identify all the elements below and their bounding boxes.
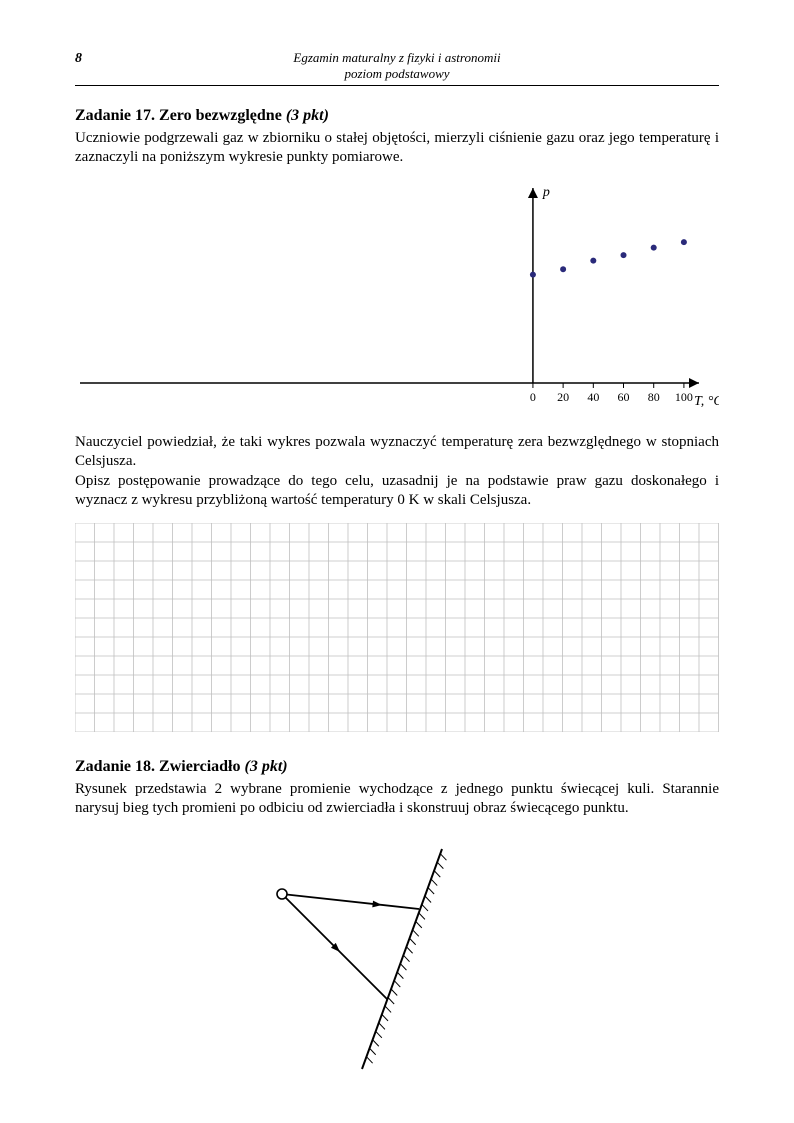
svg-text:40: 40 [587, 390, 599, 404]
task18-title: Zadanie 18. Zwierciadło [75, 758, 245, 775]
task18-points: (3 pkt) [245, 758, 288, 775]
task17-answer-grid [75, 523, 719, 732]
svg-text:80: 80 [648, 390, 660, 404]
scatter-chart: 0 20 40 60 80 100 p T, °C [75, 178, 719, 418]
header-line1: Egzamin maturalny z fizyki i astronomii [293, 50, 500, 65]
svg-text:0: 0 [530, 390, 536, 404]
answer-grid [75, 523, 719, 732]
task17-mid2: Opisz postępowanie prowadzące do tego ce… [75, 472, 719, 511]
svg-text:p: p [542, 185, 550, 200]
header-title: Egzamin maturalny z fizyki i astronomii … [105, 50, 689, 81]
task17-title: Zadanie 17. Zero bezwzględne [75, 107, 286, 124]
mirror-diagram [222, 839, 572, 1079]
task17-heading: Zadanie 17. Zero bezwzględne (3 pkt) [75, 106, 719, 127]
task18-text: Rysunek przedstawia 2 wybrane promienie … [75, 780, 719, 819]
page-number: 8 [75, 50, 105, 68]
task17-points: (3 pkt) [286, 107, 329, 124]
header-line2: poziom podstawowy [344, 66, 449, 81]
task17-intro: Uczniowie podgrzewali gaz w zbiorniku o … [75, 129, 719, 168]
svg-text:T, °C: T, °C [694, 394, 719, 409]
svg-text:100: 100 [675, 390, 693, 404]
task18-heading: Zadanie 18. Zwierciadło (3 pkt) [75, 757, 719, 778]
svg-text:60: 60 [618, 390, 630, 404]
task18-diagram [75, 839, 719, 1079]
page-header: 8 Egzamin maturalny z fizyki i astronomi… [75, 50, 719, 86]
task17-chart: 0 20 40 60 80 100 p T, °C [75, 178, 719, 418]
task17-mid1: Nauczyciel powiedział, że taki wykres po… [75, 433, 719, 472]
svg-text:20: 20 [557, 390, 569, 404]
